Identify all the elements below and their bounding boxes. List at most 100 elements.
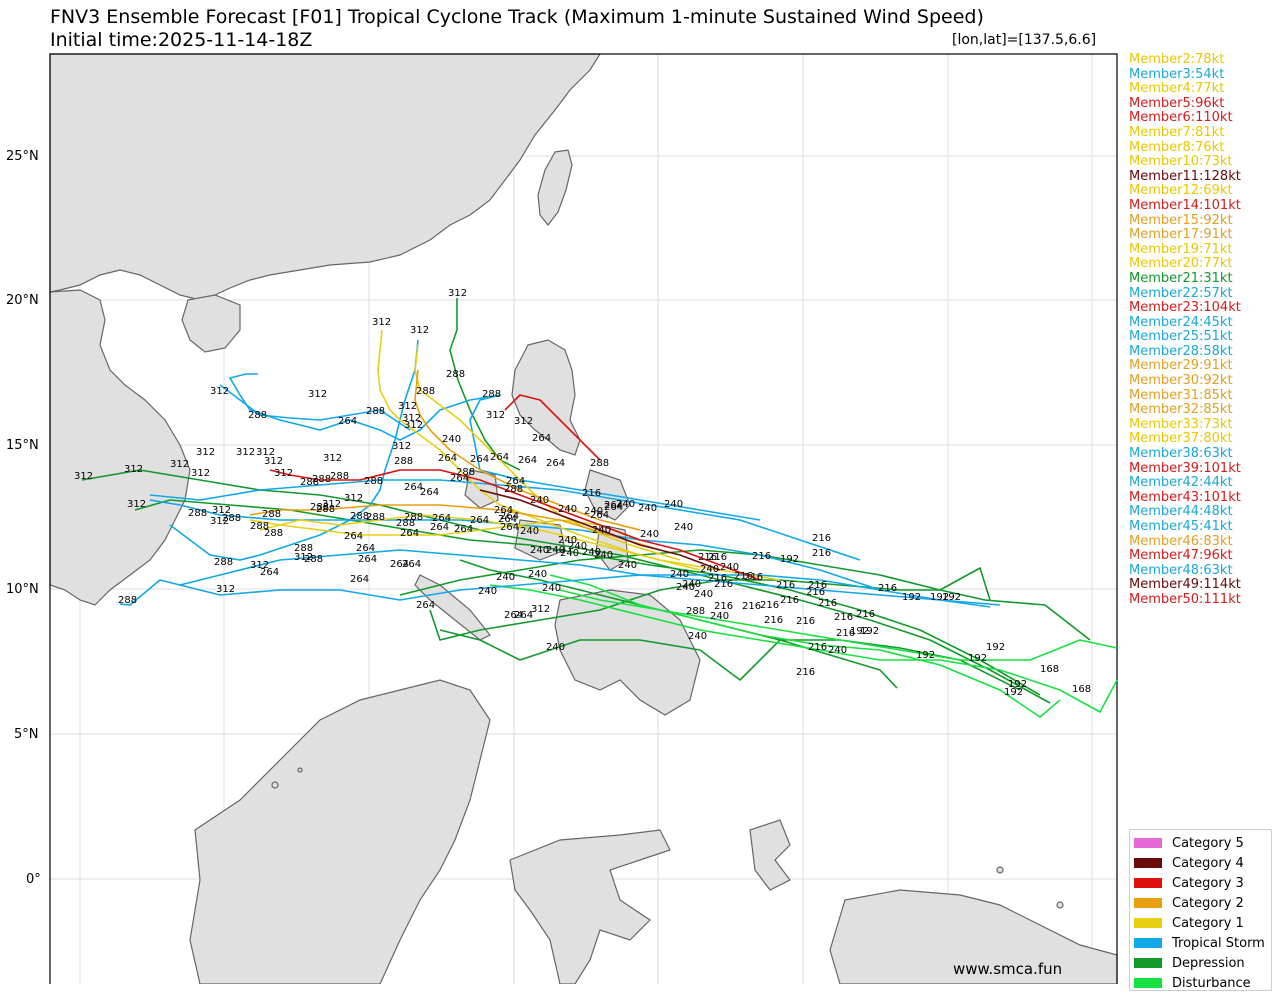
hour-label: 312: [274, 468, 293, 479]
land-sulawesi: [509, 829, 671, 984]
member-label: Member31:85kt: [1129, 387, 1233, 403]
member-label: Member37:80kt: [1129, 431, 1233, 447]
hour-label: 288: [222, 513, 241, 524]
hour-label: 264: [498, 514, 517, 525]
hour-label: 240: [670, 569, 689, 580]
hour-label: 264: [506, 476, 525, 487]
initial-time: Initial time:2025-11-14-18Z: [50, 29, 313, 51]
member-label: Member20:77kt: [1129, 256, 1233, 272]
hour-label: 264: [546, 458, 565, 469]
hour-label: 312: [216, 584, 235, 595]
hour-label: 288: [504, 484, 523, 495]
legend-swatch: [1134, 878, 1162, 888]
category-legend: Category 5 Category 4 Category 3 Category 2…: [1129, 829, 1272, 991]
member-label: Member30:92kt: [1129, 373, 1233, 389]
hour-label: 288: [316, 504, 335, 515]
hour-label: 216: [760, 600, 779, 611]
hour-label: 240: [478, 586, 497, 597]
hour-label: 288: [456, 467, 475, 478]
hour-label: 312: [531, 604, 550, 615]
hour-label: 216: [742, 601, 761, 612]
hour-label: 312: [402, 413, 421, 424]
hour-label: 240: [710, 611, 729, 622]
member-label: Member2:78kt: [1129, 52, 1225, 67]
member-label: Member23:104kt: [1129, 300, 1241, 316]
member-label: Member12:69kt: [1129, 183, 1233, 199]
hour-label: 264: [500, 522, 519, 533]
hour-label: 312: [398, 401, 417, 412]
hour-label: 240: [700, 564, 719, 575]
hour-label: 312: [404, 420, 423, 431]
legend-swatch: [1134, 838, 1162, 848]
hour-label: 288: [364, 476, 383, 487]
hour-label: 216: [812, 548, 831, 559]
hour-label: 312: [191, 468, 210, 479]
track-depression-2: [134, 499, 1041, 696]
land-taiwan: [537, 149, 573, 226]
member-label: Member39:101kt: [1129, 460, 1241, 476]
hour-label: 312: [322, 499, 341, 510]
legend-label: Depression: [1172, 955, 1245, 971]
hour-label: 216: [714, 601, 733, 612]
hour-label: 240: [520, 526, 539, 537]
track-cat3-2: [504, 394, 601, 461]
hour-label: 216: [698, 552, 717, 563]
legend-label: Category 1: [1172, 915, 1244, 931]
track-depression-4: [429, 567, 991, 641]
legend-item: Tropical Storm: [1134, 933, 1265, 953]
hour-label: 264: [350, 574, 369, 585]
member-label: Member15:92kt: [1129, 212, 1233, 228]
hour-label: 312: [127, 499, 146, 510]
hour-label: 264: [260, 567, 279, 578]
hour-label: 216: [734, 571, 753, 582]
track-cat1-1: [259, 514, 781, 581]
track-cat1-3: [414, 344, 681, 561]
hour-label: 312: [170, 459, 189, 470]
track-disturbance-2: [559, 589, 1118, 661]
hour-label: 312: [448, 288, 467, 299]
member-label: Member38:63kt: [1129, 446, 1233, 462]
legend-swatch: [1134, 958, 1162, 968]
legend-swatch: [1134, 858, 1162, 868]
member-label: Member21:31kt: [1129, 270, 1233, 286]
hour-label: 288: [416, 386, 435, 397]
hour-label: 288: [294, 543, 313, 554]
track-cat2-1: [414, 369, 641, 531]
member-list: Member2:78kt Member3:54kt Member4:77kt Memb…: [1129, 52, 1241, 608]
track-cat4-1: [479, 489, 721, 571]
track-ts-6: [219, 384, 411, 431]
hour-label: 312: [256, 447, 275, 458]
hour-label: 216: [780, 595, 799, 606]
lat-label-15: 15°N: [6, 438, 39, 453]
hour-label: 312: [514, 416, 533, 427]
hour-label: 240: [664, 499, 683, 510]
hour-label: 264: [404, 482, 423, 493]
legend-label: Category 3: [1172, 875, 1244, 891]
hour-label: 216: [708, 552, 727, 563]
hour-label: 264: [358, 554, 377, 565]
hour-label: 312: [264, 456, 283, 467]
member-label: Member29:91kt: [1129, 358, 1233, 374]
hour-label: 288: [312, 474, 331, 485]
hour-label: 288: [250, 521, 269, 532]
land-newguinea: [829, 889, 1118, 984]
member-label: Member28:58kt: [1129, 343, 1233, 359]
hour-label: 168: [1072, 684, 1091, 695]
hour-label: 216: [808, 580, 827, 591]
hour-label: 288: [366, 512, 385, 523]
lat-label-10: 10°N: [6, 582, 39, 597]
hour-label: 240: [546, 545, 565, 556]
member-label: Member42:44kt: [1129, 475, 1233, 491]
hour-label: 240: [442, 434, 461, 445]
hour-label: 264: [470, 454, 489, 465]
hour-label: 312: [410, 325, 429, 336]
hour-label: 288: [446, 369, 465, 380]
hour-label: 216: [714, 579, 733, 590]
lat-label-5: 5°N: [14, 727, 39, 742]
hour-label: 216: [582, 488, 601, 499]
hour-label: 288: [262, 509, 281, 520]
member-label: Member44:48kt: [1129, 504, 1233, 520]
member-label: Member6:110kt: [1129, 110, 1233, 126]
hour-label: 240: [640, 529, 659, 540]
